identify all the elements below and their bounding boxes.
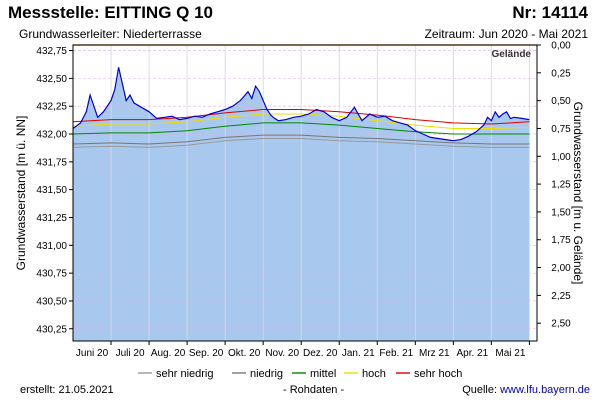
x-tick-label: Juni 20 [76, 348, 109, 359]
aquifer-label: Grundwasserleiter: Niederterrasse [19, 27, 202, 41]
y-axis-title: Grundwasserstand [m ü. NN] [14, 116, 28, 271]
y2-tick-label: 2,25 [551, 291, 571, 302]
source-label: Quelle: [462, 384, 501, 396]
x-tick-label: Jan. 21 [342, 348, 375, 359]
y-tick-label: 431,00 [36, 241, 67, 252]
y2-tick-label: 0,50 [551, 96, 571, 107]
legend-label-niedrig: niedrig [250, 368, 283, 380]
series-line-messwert [72, 67, 530, 142]
series-line-niedrig [72, 134, 530, 145]
station-number: Nr: 14114 [512, 3, 588, 22]
y2-tick-label: 0,25 [551, 68, 571, 79]
legend-label-hoch: hoch [362, 368, 386, 380]
y-tick-label: 432,50 [36, 74, 67, 85]
station-title: Messstelle: EITTING Q 10 [8, 3, 214, 22]
y-tick-label: 432,75 [36, 46, 67, 57]
created-date: erstellt: 21.05.2021 [20, 384, 114, 396]
y-tick-label: 432,00 [36, 130, 67, 141]
x-tick-label: Okt. 20 [228, 348, 261, 359]
series-line-mittel [72, 122, 530, 135]
y2-tick-label: 2,50 [551, 319, 571, 330]
series-line-hoch [72, 113, 530, 129]
plot-border [72, 44, 538, 342]
y-tick-label: 431,50 [36, 185, 67, 196]
x-tick-label: Mrz 21 [419, 348, 450, 359]
y2-tick-label: 1,00 [551, 152, 571, 163]
y2-tick-label: 0,75 [551, 124, 571, 135]
y2-tick-label: 2,00 [551, 263, 571, 274]
x-tick-label: Apr. 21 [456, 348, 488, 359]
x-tick-label: Juli 20 [116, 348, 145, 359]
x-tick-label: Mai 21 [495, 348, 525, 359]
y2-tick-label: 1,50 [551, 207, 571, 218]
y2-tick-label: 1,25 [551, 180, 571, 191]
y-tick-label: 432,25 [36, 102, 67, 113]
y2-tick-label: 0,00 [551, 41, 571, 52]
source-credit: Quelle: www.lfu.bayern.de [462, 384, 590, 396]
legend-label-sehr-hoch: sehr hoch [414, 368, 462, 380]
y-tick-label: 430,25 [36, 324, 67, 335]
y-tick-label: 431,25 [36, 213, 67, 224]
x-tick-label: Aug. 20 [151, 348, 186, 359]
period-label: Zeitraum: Jun 2020 - Mai 2021 [424, 27, 588, 41]
source-link[interactable]: www.lfu.bayern.de [500, 384, 590, 396]
x-tick-label: Dez. 20 [303, 348, 338, 359]
series-line-sehr-niedrig [72, 138, 530, 148]
x-tick-label: Feb. 21 [379, 348, 413, 359]
series-line-sehr-hoch [72, 109, 530, 125]
legend-label-sehr-niedrig: sehr niedrig [156, 368, 213, 380]
x-tick-label: Sep. 20 [189, 348, 224, 359]
x-tick-label: Nov. 20 [265, 348, 299, 359]
legend-label-mittel: mittel [310, 368, 336, 380]
y-tick-label: 431,75 [36, 157, 67, 168]
y2-tick-label: 1,75 [551, 235, 571, 246]
y-tick-label: 430,50 [36, 296, 67, 307]
y2-axis-title: Grundwasserstand [m u. Gelände] [571, 102, 585, 285]
rawdata-note: - Rohdaten - [283, 384, 345, 396]
y-tick-label: 430,75 [36, 269, 67, 280]
ground-label: Gelände [492, 49, 532, 60]
